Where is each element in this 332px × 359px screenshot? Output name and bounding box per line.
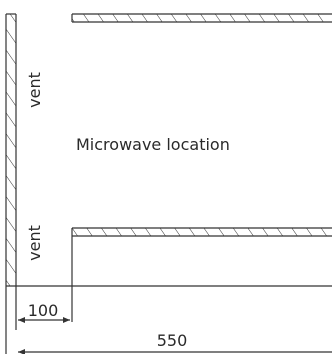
- vent-bottom-label: vent: [25, 225, 44, 261]
- dim-100-label: 100: [28, 301, 59, 320]
- top-cabinet: [71, 13, 332, 23]
- dimension-100: 100: [15, 286, 70, 330]
- vent-top-label: vent: [25, 72, 44, 108]
- dimension-550: 550: [18, 331, 332, 355]
- dim-550-label: 550: [157, 331, 188, 350]
- microwave-location-label: Microwave location: [76, 135, 230, 154]
- bottom-cabinet: [71, 227, 332, 322]
- left-wall: [5, 13, 17, 354]
